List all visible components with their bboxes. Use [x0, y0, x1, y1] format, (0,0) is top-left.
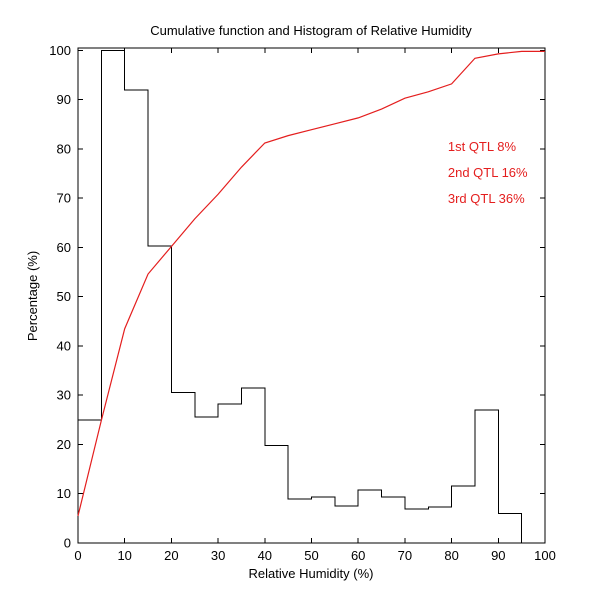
x-tick-label: 60 — [351, 548, 365, 563]
y-tick-label: 60 — [57, 240, 71, 255]
x-tick-label: 10 — [117, 548, 131, 563]
x-tick-label: 0 — [74, 548, 81, 563]
y-tick-label: 70 — [57, 191, 71, 206]
x-tick-label: 40 — [258, 548, 272, 563]
y-tick-label: 90 — [57, 92, 71, 107]
y-tick-label: 100 — [49, 43, 71, 58]
chart-title: Cumulative function and Histogram of Rel… — [150, 23, 472, 38]
y-tick-label: 10 — [57, 486, 71, 501]
histogram-outline — [78, 49, 523, 543]
x-tick-label: 80 — [444, 548, 458, 563]
qtl-annotation-2: 2nd QTL 16% — [448, 165, 528, 180]
y-tick-label: 0 — [64, 536, 71, 551]
y-tick-label: 40 — [57, 338, 71, 353]
x-tick-label: 100 — [534, 548, 556, 563]
y-tick-label: 50 — [57, 289, 71, 304]
qtl-annotation-3: 3rd QTL 36% — [448, 191, 525, 206]
x-tick-label: 90 — [491, 548, 505, 563]
x-tick-label: 50 — [304, 548, 318, 563]
x-tick-label: 20 — [164, 548, 178, 563]
y-tick-label: 30 — [57, 388, 71, 403]
qtl-annotation-1: 1st QTL 8% — [448, 139, 517, 154]
annotations-layer: 1st QTL 8% 2nd QTL 16% 3rd QTL 36% — [448, 139, 528, 206]
x-axis-label: Relative Humidity (%) — [249, 566, 374, 581]
x-tick-label: 70 — [398, 548, 412, 563]
cumulative-curve — [77, 50, 545, 517]
x-tick-label: 30 — [211, 548, 225, 563]
y-axis-label: Percentage (%) — [25, 251, 40, 341]
y-tick-label: 80 — [57, 141, 71, 156]
plot-area: 0 10 20 30 40 50 60 70 80 90 100 0 10 20 30 40 50 60 70 80 9… — [49, 43, 556, 563]
y-tick-label: 20 — [57, 437, 71, 452]
